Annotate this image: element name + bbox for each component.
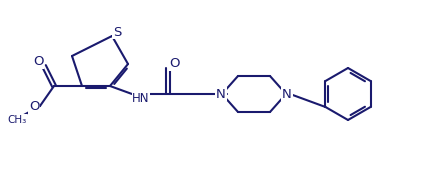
Text: O: O <box>169 57 179 70</box>
Text: O: O <box>33 56 43 69</box>
Text: S: S <box>113 26 121 38</box>
Text: CH₃: CH₃ <box>7 115 27 125</box>
Text: HN: HN <box>132 92 150 105</box>
Text: N: N <box>216 88 226 101</box>
Text: N: N <box>282 88 292 101</box>
Text: O: O <box>29 101 39 113</box>
